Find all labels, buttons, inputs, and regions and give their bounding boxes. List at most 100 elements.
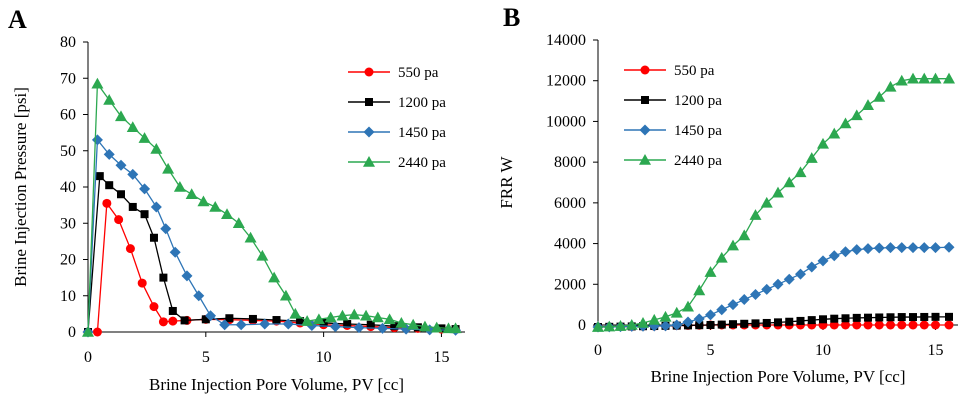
panel-b-data-point [695, 321, 704, 330]
panel-b-data-point [761, 283, 773, 295]
panel-a-data-point [140, 210, 149, 219]
panel-a-data-point [329, 321, 341, 333]
panel-a-x-tick-label: 0 [84, 349, 92, 366]
panel-a-y-axis-title: Brine Injection Pressure [psi] [11, 87, 30, 287]
panel-b-y-tick-label: 14000 [546, 32, 586, 49]
panel-b-data-point [603, 320, 616, 332]
panel-a-data-point [348, 308, 361, 320]
panel-b-data-point [785, 317, 794, 326]
panel-b-y-tick-label: 2000 [554, 276, 586, 293]
panel-b-data-point [760, 196, 773, 208]
panel-b-data-point [806, 261, 818, 273]
panel-b-data-point [749, 209, 762, 220]
panel-a-data-point [209, 200, 222, 212]
panel-a-data-point [235, 319, 247, 331]
panel-b-data-point [850, 109, 863, 121]
panel-a-x-tick-label: 15 [433, 349, 449, 366]
panel-a-legend-label: 1450 pa [398, 125, 446, 141]
panel-b-legend-label: 1450 pa [674, 123, 722, 139]
panel-b-data-point [841, 314, 850, 323]
panel-a-data-point [272, 316, 281, 325]
panel-a-data-point [366, 320, 375, 329]
panel-a-data-point [162, 162, 175, 174]
panel-a-series-0 [83, 198, 461, 337]
panel-b-data-point [931, 320, 940, 330]
panel-b-legend-marker [641, 96, 649, 104]
panel-b-data-point [907, 242, 919, 254]
panel-a-data-point [127, 168, 139, 180]
panel-b-x-tick-label: 15 [928, 342, 944, 359]
panel-a-legend-marker [364, 67, 374, 77]
panel-a-data-point [168, 316, 178, 326]
panel-b-data-point [693, 284, 706, 296]
panel-b-data-point [828, 127, 841, 139]
panel-a-data-point [324, 311, 337, 323]
panel-b-series-line [597, 246, 950, 328]
panel-a-data-point [103, 94, 116, 105]
panel-b-data-point [762, 318, 771, 327]
panel-b-series-line [597, 78, 949, 328]
panel-a-data-point [225, 314, 234, 323]
panel-b-data-point [931, 312, 940, 321]
panel-b-data-point [920, 312, 929, 321]
panel-b-data-point [862, 243, 874, 255]
panel-b-data-point [805, 152, 818, 163]
panel-a-data-point [168, 306, 177, 315]
panel-b-legend-label: 2440 pa [674, 153, 722, 169]
panel-b-y-tick-label: 12000 [546, 73, 586, 90]
panel-b-data-point [592, 321, 604, 332]
panel-a-data-point [149, 302, 159, 312]
panel-b-data-point [794, 166, 807, 178]
panel-a-y-tick-label: 50 [60, 143, 76, 160]
panel-a-data-point [160, 223, 172, 235]
panel-b-data-point [727, 239, 739, 251]
panel-b-data-point [840, 246, 851, 258]
panel-a-data-point [159, 273, 168, 282]
panel-b-data-point [659, 310, 672, 322]
panel-b-data-point [783, 176, 796, 188]
panel-b-y-tick-label: 8000 [554, 154, 586, 171]
panel-b-data-point [648, 313, 661, 325]
panel-a-y-tick-label: 70 [60, 70, 76, 87]
panel-b-data-point [817, 137, 829, 149]
panel-b-data-point [873, 242, 885, 254]
panel-b-data-point [795, 268, 806, 280]
panel-b-data-point [704, 266, 717, 277]
panel-a-y-tick-label: 80 [60, 34, 76, 51]
panel-b-data-point [908, 320, 918, 330]
panel-a-data-point [279, 289, 292, 301]
panel-a-legend-label: 550 pa [398, 65, 439, 81]
panel-b-data-point [874, 320, 884, 330]
panel-a-y-tick-label: 30 [60, 215, 76, 232]
panel-b-data-point [943, 241, 955, 253]
panel-b-data-point [841, 320, 850, 330]
panel-b-data-point [751, 319, 760, 328]
panel-a-series-line [87, 81, 456, 333]
panel-b-data-point [897, 313, 906, 322]
panel-b-y-tick-label: 6000 [554, 195, 586, 212]
panel-a-data-point [115, 159, 127, 171]
panel-a-data-point [82, 326, 94, 337]
panel-a-legend-label: 1200 pa [398, 95, 446, 111]
panel-b-data-point [929, 72, 942, 84]
panel-a-data-point [201, 315, 210, 324]
panel-b-data-point [682, 300, 694, 312]
panel-b-legend-marker [639, 154, 651, 165]
panel-b-x-tick-label: 5 [707, 342, 715, 359]
panel-b-data-point [772, 186, 784, 198]
panel-a-y-tick-label: 40 [60, 179, 76, 196]
panel-a-data-point [296, 317, 305, 326]
panel-b-data-point [682, 316, 694, 328]
panel-a-letter: A [8, 5, 27, 34]
panel-a-data-point [180, 316, 189, 325]
panel-b-x-axis-title: Brine Injection Pore Volume, PV [cc] [651, 367, 906, 386]
panel-b-data-point [909, 313, 917, 322]
panel-b-data-point [943, 72, 955, 84]
panel-a-data-point [312, 313, 325, 325]
panel-b-data-point [918, 72, 931, 84]
panel-b-data-point [829, 320, 839, 330]
panel-a-data-point [343, 320, 352, 329]
panel-b-legend-label: 550 pa [674, 63, 715, 79]
panel-b-data-point [839, 117, 852, 129]
panel-a-legend-label: 2440 pa [398, 155, 446, 171]
